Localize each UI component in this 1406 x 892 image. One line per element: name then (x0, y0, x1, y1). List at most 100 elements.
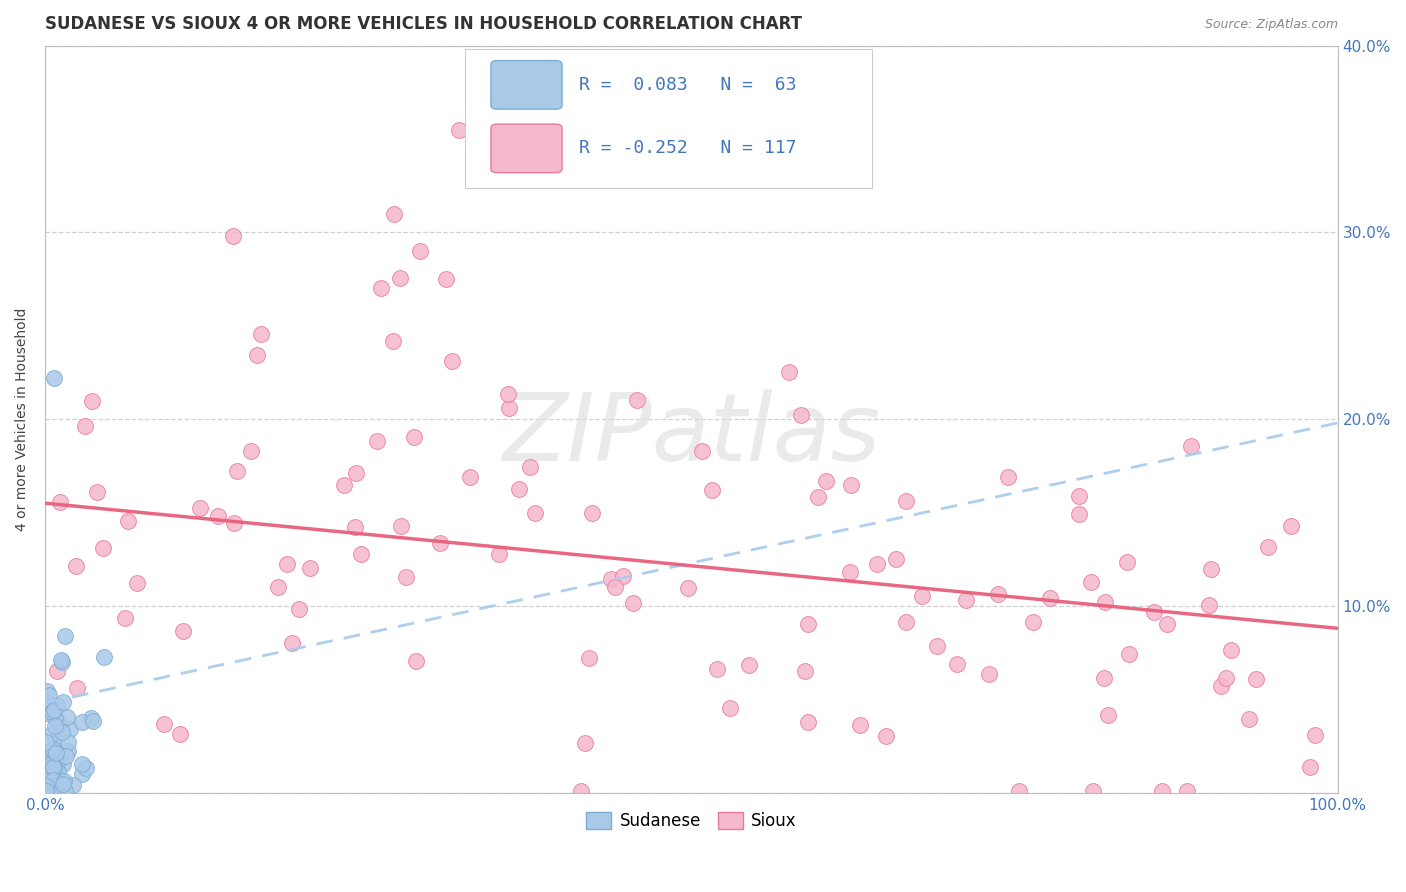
Point (46, 765, 69, 780)
Point (49, 653, 72, 667)
Point (447, 122, 470, 136)
Point (53, 784, 76, 798)
Point (496, 387, 519, 401)
Point (1067, 489, 1090, 503)
Point (44, 759, 66, 773)
Point (344, 520, 367, 534)
Point (35, 779, 58, 793)
Point (626, 392, 648, 407)
Point (1209, 679, 1232, 693)
Point (93, 541, 115, 556)
Point (1215, 672, 1237, 686)
Point (1180, 439, 1202, 453)
Point (221, 229, 243, 244)
Point (42, 703, 65, 717)
FancyBboxPatch shape (491, 61, 562, 109)
Point (796, 714, 818, 729)
Point (42, 371, 65, 385)
Point (1067, 507, 1090, 521)
Point (39, 707, 62, 722)
Point (45, 733, 67, 747)
Point (405, 655, 427, 669)
Point (169, 727, 191, 741)
Point (93, 650, 115, 665)
Point (599, 573, 621, 587)
Point (569, 784, 592, 798)
Point (1094, 595, 1116, 609)
Point (1219, 643, 1241, 657)
Point (44, 719, 66, 733)
Point (519, 460, 541, 475)
Point (152, 716, 174, 731)
Point (440, 354, 463, 368)
Point (39, 782, 62, 797)
Y-axis label: 4 or more Vehicles in Household: 4 or more Vehicles in Household (15, 308, 30, 531)
Point (839, 565, 862, 579)
Point (86, 485, 108, 500)
Point (44, 771, 66, 785)
Point (41, 743, 63, 757)
Point (1257, 540, 1279, 554)
Point (45, 746, 67, 760)
Point (807, 490, 830, 504)
Point (395, 570, 418, 584)
Point (875, 729, 897, 743)
Point (45, 768, 67, 782)
Point (58, 744, 80, 758)
Point (344, 466, 367, 480)
Point (44, 711, 66, 725)
Point (706, 662, 728, 676)
Point (488, 547, 510, 561)
Point (866, 558, 889, 572)
Point (41, 706, 63, 720)
Point (797, 616, 820, 631)
Point (1097, 708, 1119, 723)
Point (52, 756, 75, 771)
Text: Source: ZipAtlas.com: Source: ZipAtlas.com (1205, 18, 1337, 30)
Point (55, 710, 77, 724)
Point (38, 689, 60, 703)
Point (37, 783, 59, 797)
Point (42, 742, 65, 756)
Point (51, 655, 73, 669)
Point (246, 348, 269, 362)
Point (676, 581, 699, 595)
Point (38, 769, 60, 783)
Point (1299, 760, 1322, 774)
Point (581, 506, 603, 520)
Point (382, 334, 405, 348)
Point (224, 516, 246, 530)
Point (612, 568, 634, 582)
Point (1008, 784, 1031, 798)
Point (276, 557, 298, 571)
Point (45, 779, 67, 793)
Point (409, 244, 432, 258)
Point (692, 444, 714, 458)
Point (1175, 784, 1198, 798)
Point (702, 483, 724, 498)
Point (578, 651, 600, 665)
Point (370, 281, 392, 295)
Point (388, 271, 411, 285)
Point (226, 464, 249, 478)
Point (894, 615, 917, 629)
Point (127, 575, 149, 590)
Point (250, 326, 273, 341)
Point (298, 560, 321, 574)
Point (1198, 599, 1220, 613)
Point (207, 508, 229, 523)
Point (35, 699, 58, 714)
Point (778, 366, 800, 380)
Point (382, 207, 405, 221)
Point (1080, 575, 1102, 590)
Point (1199, 562, 1222, 576)
Point (53, 773, 76, 788)
Point (51, 724, 73, 739)
Point (114, 611, 136, 625)
Point (46, 698, 69, 712)
Point (1039, 591, 1062, 606)
Point (389, 519, 412, 533)
Text: SUDANESE VS SIOUX 4 OR MORE VEHICLES IN HOUSEHOLD CORRELATION CHART: SUDANESE VS SIOUX 4 OR MORE VEHICLES IN … (45, 15, 801, 33)
Point (35, 784, 58, 798)
Point (977, 667, 1000, 681)
